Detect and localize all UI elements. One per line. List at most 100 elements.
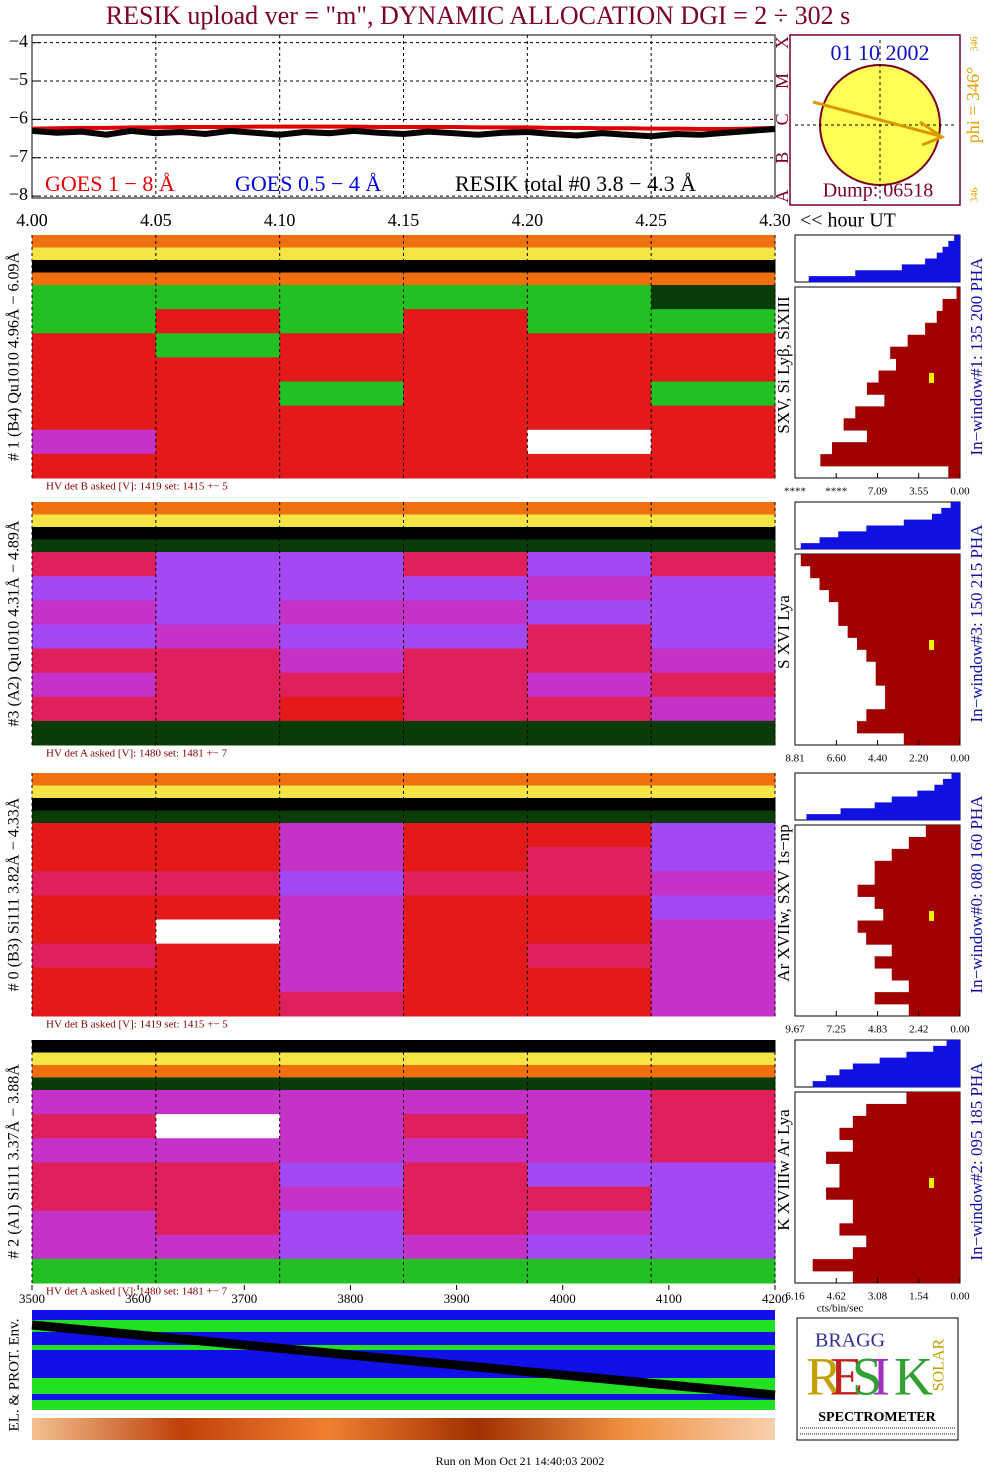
heatmap-cell: [32, 967, 157, 993]
heatmap-cell: [527, 1162, 652, 1187]
hv-text: HV det B asked [V]: 1419 set: 1415 +− 5: [46, 1019, 228, 1031]
pha-tick-label: 8.81: [785, 753, 804, 765]
heatmap-cell: [279, 453, 404, 479]
heatmap-cell: [651, 514, 776, 528]
pha-bar: [855, 406, 960, 419]
heatmap-cell: [32, 272, 157, 286]
heatmap-cell: [403, 1090, 528, 1115]
heatmap-cell: [279, 967, 404, 993]
heatmap-cell: [527, 624, 652, 649]
pha-bar: [839, 1163, 960, 1176]
heatmap-cell: [403, 720, 528, 746]
heatmap-cell: [279, 1114, 404, 1139]
heatmap-cell: [651, 527, 776, 540]
pha-tick-label: 6.60: [827, 753, 847, 765]
y-tick-label: −6: [9, 108, 28, 128]
pha-bar: [906, 1092, 960, 1105]
phi-small: 346: [969, 37, 980, 52]
pha-axis-label: cts/bin/sec: [817, 1303, 864, 1315]
heatmap-cell: [651, 798, 776, 811]
pha-tick-label: ****: [825, 486, 847, 498]
heatmap-cell: [403, 1210, 528, 1236]
heatmap-cell: [279, 309, 404, 334]
pha-small-bar: [941, 507, 960, 515]
logo-letter: S: [852, 1346, 882, 1406]
footer: Run on Mon Oct 21 14:40:03 2002: [436, 1454, 605, 1468]
heatmap-cell: [651, 810, 776, 824]
heatmap-cell: [651, 272, 776, 286]
heatmap-cell: [403, 285, 528, 310]
x-tick-label: 3500: [19, 1291, 45, 1306]
heatmap-cell: [155, 1090, 281, 1115]
heatmap-cell: [32, 514, 157, 528]
heatmap-cell: [32, 919, 157, 945]
pha-bar: [896, 358, 960, 371]
heatmap-cell: [155, 502, 281, 515]
heatmap-cell: [527, 871, 652, 896]
pha-small-bar: [933, 1045, 960, 1053]
pha-small-bar: [866, 525, 960, 532]
hv-text: HV det A asked [V]: 1480 set: 1481 +− 7: [46, 748, 228, 760]
pha-bar: [866, 709, 960, 722]
heatmap-cell: [403, 405, 528, 431]
pha-tick-label: 2.42: [909, 1024, 928, 1036]
heatmap-cell: [155, 943, 281, 969]
window-label: In−window#3: 150 215 PHA: [967, 524, 986, 723]
pha-bar: [838, 601, 960, 614]
panel-label: # 2 (A1) Si111 3.37Å − 3.88Å: [5, 1064, 23, 1259]
heatmap-cell: [651, 624, 776, 649]
heatmap-cell: [527, 600, 652, 625]
heatmap-cell: [651, 967, 776, 993]
heatmap-cell: [279, 514, 404, 528]
heatmap-cell: [32, 648, 157, 674]
logo-frame: [796, 1317, 959, 1441]
heatmap-cell: [32, 696, 157, 722]
heatmap-cell: [651, 720, 776, 746]
heatmap-cell: [403, 514, 528, 528]
sun-arrow-head: [919, 120, 946, 147]
heatmap-cell: [403, 502, 528, 515]
heatmap-cell: [403, 429, 528, 455]
heatmap-cell: [279, 1210, 404, 1236]
heatmap-cell: [527, 1040, 652, 1053]
pha-small-bar: [852, 1063, 960, 1070]
heatmap-cell: [527, 539, 652, 553]
heatmap-cell: [155, 871, 281, 896]
heatmap-cell: [527, 798, 652, 811]
heatmap-cell: [279, 552, 404, 577]
heatmap-cell: [403, 943, 528, 969]
heatmap-cell: [155, 810, 281, 824]
heatmap-cell: [32, 785, 157, 799]
heatmap-cell: [155, 1040, 281, 1053]
panel-label: # 1 (B4) Qu1010 4.96Å − 6.09Å: [5, 252, 23, 461]
heatmap-cell: [527, 773, 652, 786]
heatmap-cell: [279, 943, 404, 969]
heatmap-cell: [155, 514, 281, 528]
heatmap-cell: [403, 773, 528, 786]
heatmap-cell: [155, 1162, 281, 1187]
heatmap-cell: [155, 1210, 281, 1236]
heatmap-cell: [651, 405, 776, 431]
x-tick-label: 3600: [125, 1291, 151, 1306]
heatmap-cell: [527, 823, 652, 848]
y2-tick-label: X: [772, 36, 792, 49]
heatmap-cell: [403, 823, 528, 848]
phi-small: 346: [969, 188, 980, 203]
line-label: S XVI Lya: [774, 595, 793, 669]
heatmap-cell: [279, 991, 404, 1017]
pha-tick-label: 0.00: [950, 486, 970, 498]
pha-bar: [828, 589, 960, 603]
heatmap-cell: [279, 895, 404, 920]
heatmap-cell: [32, 895, 157, 920]
logo-bottom: SPECTROMETER: [818, 1410, 936, 1425]
heatmap-cell: [155, 453, 281, 479]
pha-bar: [847, 625, 960, 638]
x-tick-label: 4.25: [635, 210, 667, 230]
heatmap-cell: [279, 600, 404, 625]
heatmap-cell: [527, 552, 652, 577]
pha-small-bar: [838, 531, 960, 538]
pha-bar: [878, 370, 960, 383]
heatmap-cell: [155, 539, 281, 553]
heatmap-cell: [32, 943, 157, 969]
heatmap-cell: [155, 600, 281, 625]
